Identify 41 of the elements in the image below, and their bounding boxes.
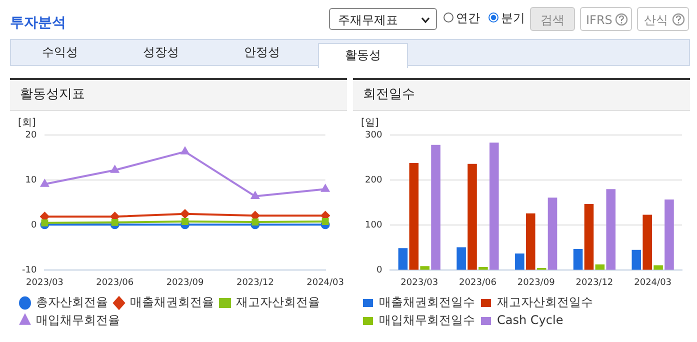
y-tick-label: 300: [364, 130, 382, 140]
text: 검색: [530, 7, 575, 31]
x-tick-label: 2023/09: [517, 278, 556, 288]
legend-label: Cash Cycle: [497, 313, 564, 328]
x-tick-label: 2024/03: [634, 278, 672, 288]
x-tick-label: 2023/03: [400, 278, 438, 288]
y-tick-label: 0: [30, 220, 37, 230]
text: 주재무제표: [329, 8, 437, 30]
x-tick-label: 2023/09: [166, 278, 204, 288]
chart-title: 활동성지표: [10, 80, 347, 111]
text: IFRS: [580, 7, 632, 31]
x-tick-label: 2023/06: [459, 278, 497, 288]
text: 투자분석: [10, 14, 66, 32]
legend-label: 매출채권회전일수: [379, 295, 475, 310]
y-axis-title: [회]: [18, 118, 36, 129]
legend-label: 재고자산회전율: [236, 295, 320, 310]
x-tick-label: 2023/12: [576, 278, 614, 288]
x-tick-label: 2023/03: [26, 278, 64, 288]
y-tick-label: 10: [25, 175, 37, 186]
text: 활동성: [318, 43, 408, 68]
y-tick-label: 200: [364, 175, 382, 186]
y-tick-label: 100: [364, 220, 382, 230]
y-tick-label: -10: [22, 266, 37, 276]
x-tick-label: 2024/03: [306, 278, 344, 288]
text: 수익성: [41, 44, 79, 61]
chart-title: 회전일수: [353, 80, 690, 111]
x-tick-label: 2023/06: [96, 278, 134, 288]
legend-label: 매입채무회전율: [36, 313, 120, 328]
legend-label: 총자산회전율: [36, 295, 108, 310]
y-axis-title: [일]: [361, 118, 379, 129]
text: 안정성: [243, 44, 281, 61]
text: 성장성: [142, 44, 180, 61]
y-tick-label: 20: [25, 130, 37, 140]
x-tick-label: 2023/12: [236, 278, 274, 288]
legend-label: 재고자산회전일수: [497, 295, 593, 310]
text: 분기: [500, 10, 525, 27]
y-tick-label: 0: [376, 266, 382, 276]
text: 산식: [637, 7, 689, 31]
legend-label: 매입채무회전일수: [379, 313, 475, 328]
text: 연간: [455, 10, 480, 27]
legend-label: 매출채권회전율: [130, 295, 214, 310]
